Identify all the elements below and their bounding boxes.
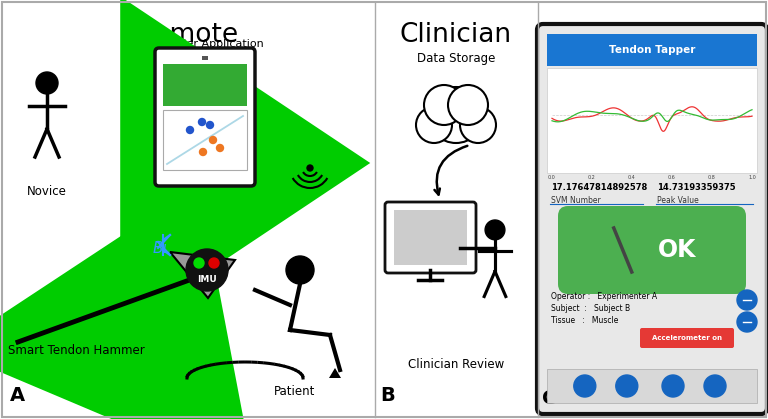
Bar [547,34,757,66]
Text: 17.17647814892578: 17.17647814892578 [551,183,647,192]
Circle shape [194,258,204,268]
Text: Clinician Review: Clinician Review [408,358,504,371]
Circle shape [286,256,314,284]
Circle shape [200,148,207,155]
Circle shape [187,127,194,134]
Circle shape [574,375,596,397]
Text: C: C [542,389,556,408]
Circle shape [737,290,757,310]
Text: Classifier Application: Classifier Application [147,39,263,49]
Text: Novice: Novice [27,185,67,198]
Bar [202,56,208,60]
Text: Patient: Patient [274,385,316,398]
Text: Peak Value: Peak Value [657,196,699,205]
Circle shape [448,85,488,125]
Text: 0.6: 0.6 [668,175,676,180]
Text: 14.73193359375: 14.73193359375 [657,183,736,192]
Text: Bʟ: Bʟ [153,241,171,256]
Circle shape [307,165,313,171]
Text: A: A [10,386,25,405]
Bar [163,110,247,170]
Circle shape [428,87,484,143]
Circle shape [704,375,726,397]
Circle shape [209,258,219,268]
Text: 0.0: 0.0 [548,175,556,180]
Text: Accelerometer on: Accelerometer on [652,335,722,341]
Text: 0.4: 0.4 [628,175,636,180]
Circle shape [210,137,217,143]
Text: SVM Number: SVM Number [551,196,601,205]
Circle shape [424,85,464,125]
Bar [547,369,757,403]
Circle shape [36,72,58,94]
Bar [547,68,757,173]
Circle shape [616,375,637,397]
Bar [163,64,247,106]
Bar [394,210,467,265]
Circle shape [460,107,496,143]
Text: Subject  :   Subject B: Subject : Subject B [551,304,630,313]
Text: 1.0: 1.0 [748,175,756,180]
Text: Tendon Tapper: Tendon Tapper [609,45,695,55]
Text: 0.2: 0.2 [588,175,596,180]
FancyBboxPatch shape [640,328,734,348]
Circle shape [198,119,206,126]
FancyBboxPatch shape [385,202,476,273]
Circle shape [662,375,684,397]
Polygon shape [329,368,341,378]
Text: Data Storage: Data Storage [417,52,495,65]
Text: OK: OK [658,238,697,262]
Text: IMU: IMU [197,275,217,284]
Text: Tissue   :   Muscle: Tissue : Muscle [551,316,618,325]
Circle shape [485,220,505,240]
Polygon shape [170,252,235,298]
Text: 0.8: 0.8 [708,175,716,180]
Circle shape [217,145,223,152]
Text: Remote: Remote [136,22,238,48]
Circle shape [416,107,452,143]
Text: Clinician: Clinician [400,22,512,48]
Circle shape [207,122,214,129]
FancyBboxPatch shape [558,206,746,294]
Circle shape [186,249,228,291]
FancyBboxPatch shape [537,24,767,414]
FancyBboxPatch shape [155,48,255,186]
Circle shape [737,312,757,332]
Text: Application: Application [578,22,726,48]
Text: Operator :   Experimenter A: Operator : Experimenter A [551,292,657,301]
Text: Smart Tendon Hammer: Smart Tendon Hammer [8,344,144,357]
Text: B: B [380,386,395,405]
